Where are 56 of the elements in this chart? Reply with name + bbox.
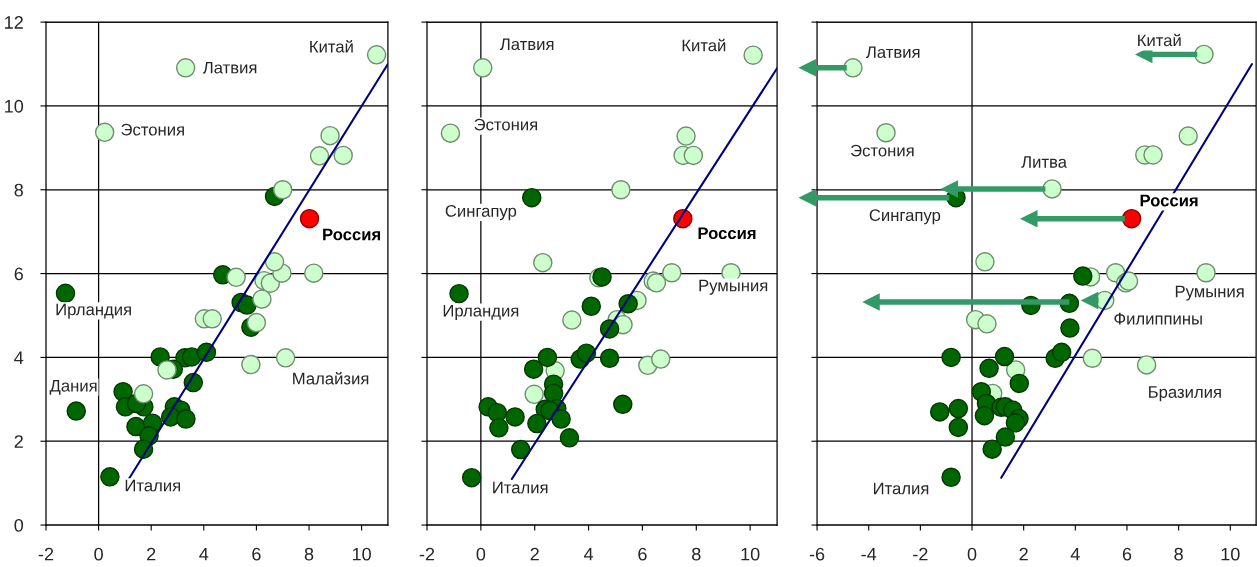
- annotation: Китай: [310, 40, 353, 53]
- x-tick-label: 10: [1221, 547, 1240, 561]
- x-tick-label: 4: [1070, 547, 1080, 561]
- y-tick-label: 0: [14, 518, 24, 532]
- x-tick-label: 6: [638, 547, 647, 561]
- annotation: Эстония: [850, 144, 914, 157]
- x-tick-label: 2: [147, 547, 156, 561]
- x-tick-label: -2: [419, 547, 435, 561]
- annotation: Италия: [125, 479, 181, 492]
- annotation: Румыния: [699, 279, 768, 295]
- annotation: Бразилия: [1149, 386, 1221, 402]
- y-tick-label: 6: [14, 267, 23, 281]
- annotation: Сингапур: [445, 205, 517, 221]
- annotation: Латвия: [500, 38, 554, 51]
- annotation: Эстония: [474, 118, 538, 131]
- annotation: Латвия: [202, 61, 257, 74]
- x-tick-label: 4: [199, 547, 209, 561]
- annotation: Ирландия: [56, 303, 131, 319]
- x-tick-label: 0: [94, 547, 103, 561]
- x-tick-label: 8: [304, 547, 314, 561]
- annotation: Ирландия: [443, 304, 519, 320]
- series-label: Россия: [698, 227, 756, 240]
- x-tick-label: 2: [530, 547, 539, 561]
- y-tick-label: 2: [14, 435, 23, 448]
- x-tick-label: 2: [1019, 547, 1028, 561]
- annotation: Сингапур: [869, 209, 941, 225]
- x-tick-label: 0: [967, 547, 977, 561]
- annotation: Дания: [49, 380, 97, 395]
- annotation: Эстония: [121, 123, 184, 136]
- x-tick-label: 8: [692, 547, 701, 561]
- x-tick-label: -2: [913, 547, 928, 561]
- x-tick-label: 10: [741, 547, 760, 561]
- annotation: Румыния: [1175, 285, 1244, 301]
- x-tick-label: 6: [252, 547, 261, 561]
- y-tick-label: 10: [5, 99, 24, 113]
- x-tick-label: -2: [38, 547, 54, 561]
- annotation: Китай: [682, 38, 726, 52]
- annotation: Малайзия: [293, 371, 369, 385]
- x-tick-label: -4: [861, 547, 877, 561]
- x-tick-label: 6: [1122, 547, 1132, 561]
- annotation: Филиппины: [1114, 312, 1202, 325]
- y-tick-label: 4: [14, 351, 24, 364]
- annotation: Латвия: [866, 46, 920, 59]
- x-tick-label: 8: [1174, 547, 1183, 561]
- annotation: Китай: [1138, 33, 1181, 47]
- x-tick-label: 0: [476, 547, 486, 561]
- series-label: Россия: [1140, 194, 1198, 207]
- annotation: Литва: [1021, 156, 1067, 168]
- y-tick-label: 12: [5, 16, 23, 29]
- x-tick-label: 10: [352, 547, 371, 561]
- y-tick-label: 8: [14, 183, 23, 197]
- series-label: Россия: [323, 228, 381, 241]
- x-tick-label: 4: [583, 547, 594, 561]
- x-tick-label: -6: [809, 547, 825, 561]
- annotation: Италия: [873, 482, 929, 495]
- annotation: Италия: [493, 481, 548, 494]
